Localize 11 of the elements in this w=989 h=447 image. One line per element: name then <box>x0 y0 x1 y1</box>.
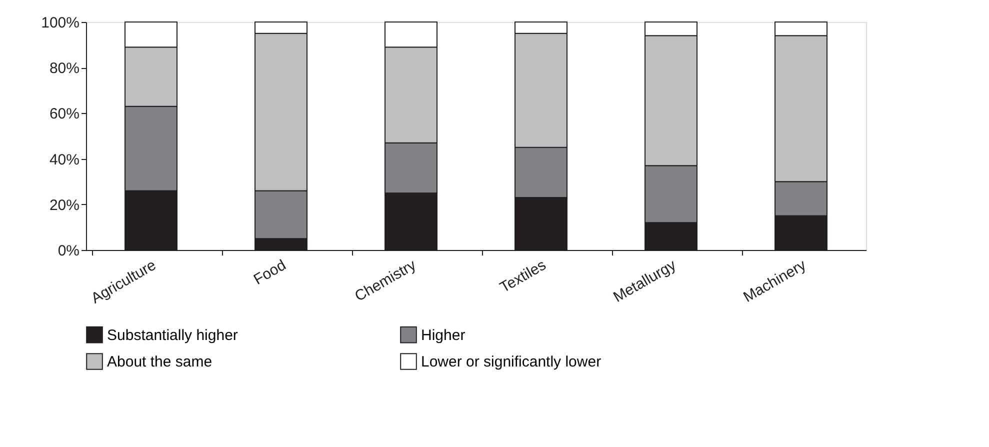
y-tick-label: 60% <box>49 106 80 123</box>
x-tick-label: Food <box>250 256 289 288</box>
legend-label: Higher <box>421 326 466 344</box>
legend-label: Lower or significantly lower <box>421 354 602 370</box>
y-tick-label: 40% <box>49 151 80 168</box>
y-tick-label: 20% <box>49 196 80 214</box>
legend-label: About the same <box>107 354 212 370</box>
y-tick-label: 100% <box>41 14 80 32</box>
legend-label: Substantially higher <box>107 326 238 344</box>
y-tick-label: 80% <box>49 60 80 78</box>
y-tick-label: 0% <box>58 242 80 260</box>
